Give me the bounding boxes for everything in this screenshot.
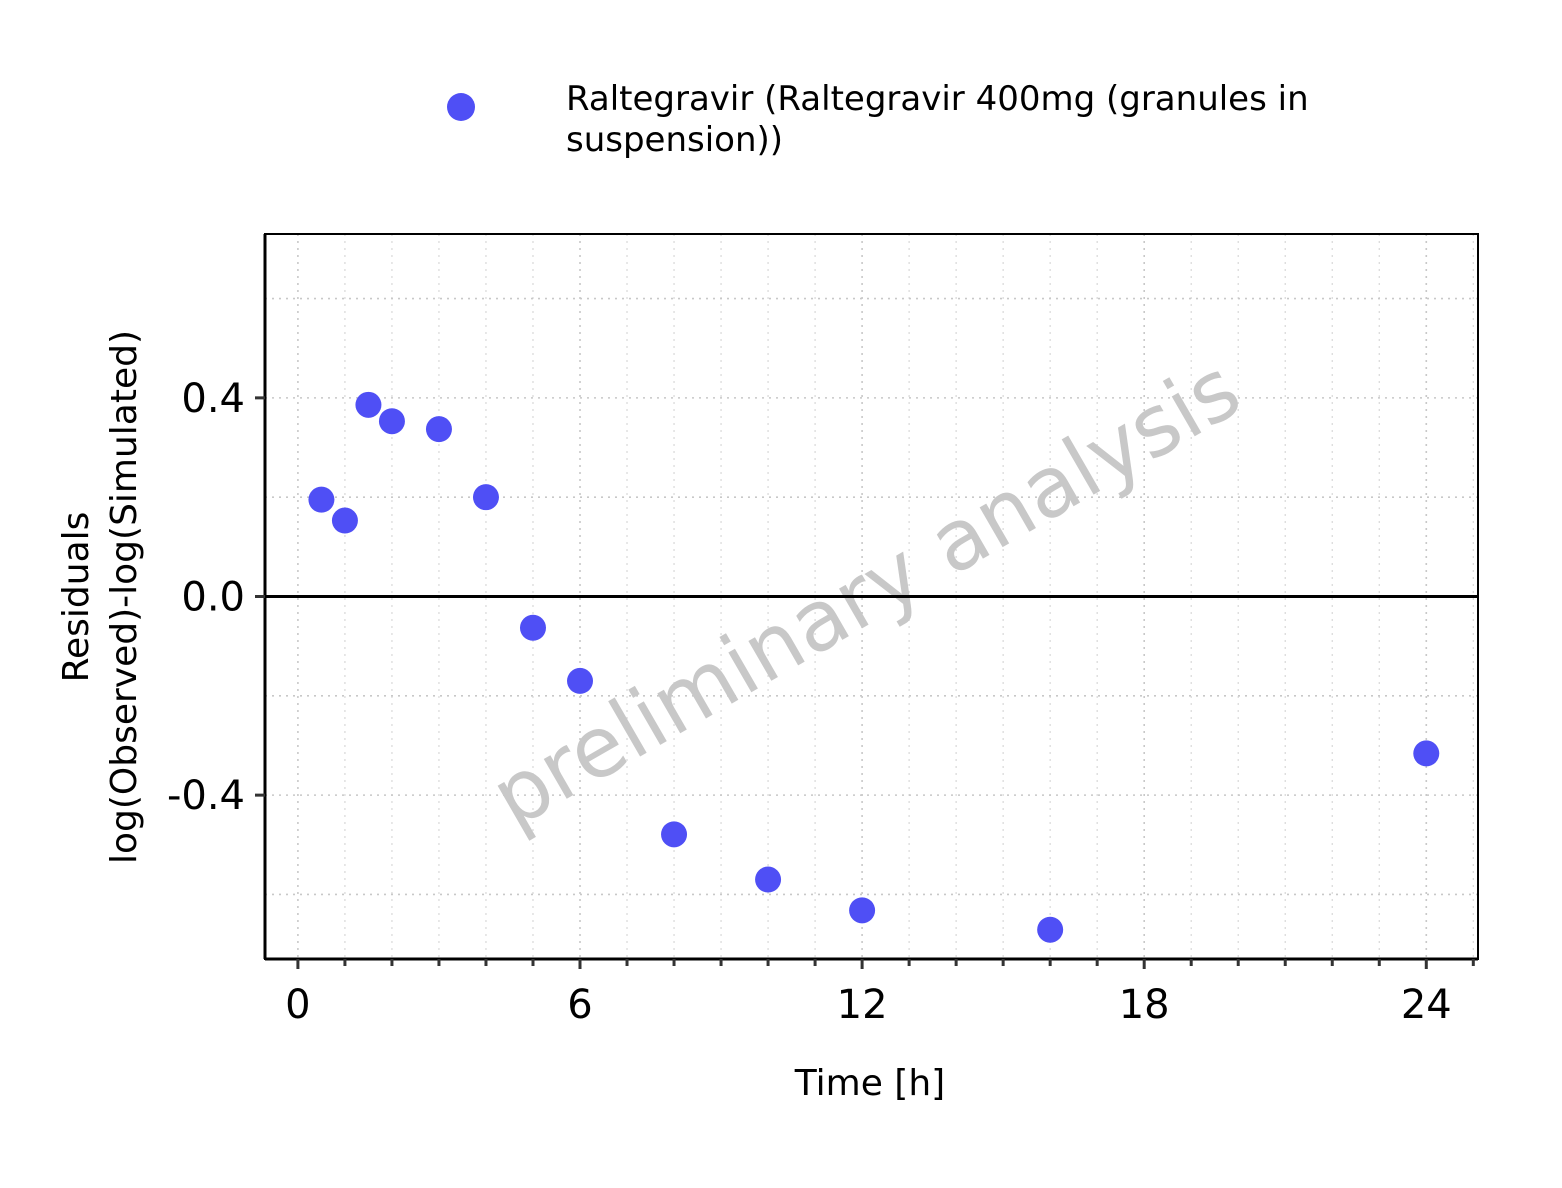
data-point — [331, 507, 358, 534]
x-tick-label: 12 — [837, 982, 888, 1028]
y-tick-label: -0.4 — [167, 773, 245, 819]
data-point — [378, 408, 405, 435]
x-tick-label: 0 — [285, 982, 310, 1028]
data-point — [519, 614, 546, 641]
x-tick-label: 18 — [1119, 982, 1170, 1028]
y-axis-ticks: -0.4 0.0 0.4 — [167, 376, 265, 819]
x-tick-label: 24 — [1401, 982, 1452, 1028]
data-point — [661, 821, 688, 848]
legend-marker — [447, 93, 475, 121]
data-point — [472, 484, 499, 511]
grid-lines — [265, 234, 1478, 959]
data-point — [308, 486, 335, 513]
y-tick-label: 0.4 — [181, 376, 245, 422]
data-point — [425, 416, 452, 443]
y-tick-label: 0.0 — [181, 575, 245, 621]
y-axis-title-line-2: log(Observed)-log(Simulated) — [104, 330, 145, 864]
x-tick-label: 6 — [567, 982, 592, 1028]
y-axis-title-line-1: Residuals — [56, 512, 97, 683]
x-axis-ticks: 0 6 12 18 24 — [285, 959, 1475, 1028]
watermark: preliminary analysis — [475, 339, 1256, 847]
legend-label-line-1: Raltegravir (Raltegravir 400mg (granules… — [566, 79, 1309, 119]
data-point — [1413, 740, 1440, 767]
data-points — [308, 391, 1440, 943]
data-point — [755, 866, 782, 893]
data-point — [849, 897, 876, 924]
legend-label-line-2: suspension)) — [566, 120, 783, 160]
data-point — [1037, 916, 1064, 943]
data-point — [567, 667, 594, 694]
x-axis-title: Time [h] — [794, 1063, 945, 1104]
data-point — [355, 391, 382, 418]
legend: Raltegravir (Raltegravir 400mg (granules… — [447, 79, 1309, 160]
